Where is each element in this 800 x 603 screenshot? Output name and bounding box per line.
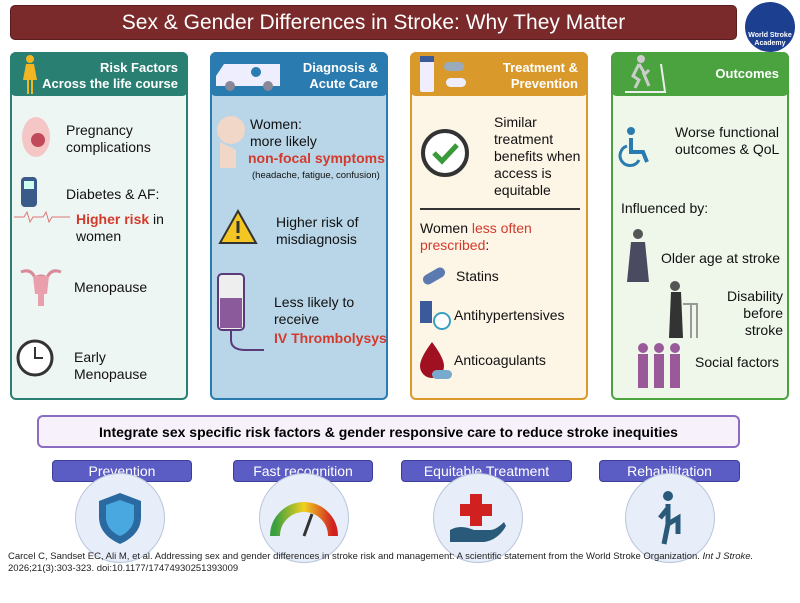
gauge-icon — [270, 502, 338, 537]
diagnosis-panel: Diagnosis & Acute Care Women: more likel… — [210, 52, 388, 400]
social-factors-text: Social factors — [695, 354, 780, 370]
risk-pregnancy: Pregnancy complications — [66, 122, 151, 155]
anticoagulants-text: Anticoagulants — [454, 352, 546, 368]
header-line: Across the life course — [42, 76, 178, 91]
group-of-people-icon — [638, 343, 680, 388]
hand-cross-icon — [450, 494, 506, 542]
panel-header: Diagnosis & Acute Care — [210, 52, 388, 96]
worse-outcomes-text: Worse functional outcomes & QoL — [675, 124, 780, 157]
citation-text: Carcel C, Sandset EC, Ali M, et al. Addr… — [8, 551, 700, 562]
pregnancy-icon — [22, 117, 50, 157]
risk-text: in women — [76, 211, 164, 244]
person-exercise-icon — [658, 491, 681, 545]
risk-diabetes-af: Diabetes & AF: — [66, 186, 160, 202]
pills-icon — [420, 56, 466, 92]
panel-header: Risk Factors Across the life course — [10, 52, 188, 96]
checkmark-icon — [421, 129, 469, 177]
colon: : — [485, 237, 490, 253]
citation-ref: 2026;21(3):303-323. doi:10.1177/17474930… — [8, 563, 239, 574]
glucose-meter-icon — [21, 177, 37, 207]
risk-menopause: Menopause — [74, 279, 148, 295]
treatment-panel: Treatment & Prevention Similar treatment… — [410, 52, 588, 400]
warning-icon — [218, 209, 258, 244]
logo-text: Academy — [754, 40, 786, 47]
panel-header: Outcomes — [611, 52, 789, 96]
symptoms-examples: (headache, fatigue, confusion) — [252, 170, 380, 181]
pillar-fast-recognition: Fast recognition — [233, 460, 373, 482]
equitable-treatment-circle — [433, 473, 523, 563]
header-line: Prevention — [510, 76, 578, 91]
walker-icon — [669, 281, 698, 338]
antihypertensives-text: Antihypertensives — [454, 307, 565, 323]
world-stroke-academy-logo: World Stroke Academy — [745, 2, 795, 52]
disability-text: Disability before stroke — [726, 288, 783, 338]
ecg-icon — [14, 211, 70, 223]
logo-text: World Stroke — [748, 32, 792, 39]
panel-header: Treatment & Prevention — [410, 52, 588, 96]
clock-icon — [16, 339, 54, 377]
citation: Carcel C, Sandset EC, Ali M, et al. Addr… — [8, 551, 798, 575]
rehabilitation-circle — [625, 473, 715, 563]
higher-risk-text: Higher risk — [76, 211, 150, 227]
risk-early-menopause: Early Menopause — [74, 349, 148, 382]
similar-benefits-text: Similar treatment benefits when access i… — [494, 114, 581, 198]
iv-thrombolysis-text: IV Thrombolysys — [274, 330, 387, 346]
uterus-icon — [20, 269, 62, 306]
women-label: Women — [420, 220, 468, 236]
page-title: Sex & Gender Differences in Stroke: Why … — [10, 5, 737, 40]
shield-icon — [99, 493, 141, 544]
prevention-circle — [75, 473, 165, 563]
less-likely-text: Less likely to receive — [274, 294, 355, 327]
pillar-rehabilitation: Rehabilitation — [599, 460, 740, 482]
head-icon — [217, 116, 245, 168]
misdiagnosis-text: Higher risk of misdiagnosis — [276, 214, 359, 247]
header-line: Risk Factors — [99, 60, 178, 75]
more-likely-text: more likely — [250, 133, 317, 149]
older-woman-icon — [627, 229, 649, 282]
treadmill-icon — [625, 55, 667, 93]
citation-journal: Int J Stroke. — [702, 551, 754, 562]
ambulance-icon — [216, 64, 280, 91]
header-line: Treatment & — [502, 60, 578, 75]
wheelchair-icon — [618, 127, 649, 168]
blood-pressure-icon — [420, 301, 451, 330]
less-often-prescribed-text: less often prescribed — [420, 220, 532, 253]
fast-recognition-circle — [259, 473, 349, 563]
header-line: Acute Care — [309, 76, 378, 91]
outcomes-panel: Outcomes Worse functional outcomes & QoL… — [611, 52, 789, 400]
header-line: Outcomes — [715, 66, 779, 81]
statins-text: Statins — [456, 268, 499, 284]
women-label: Women: — [250, 116, 302, 132]
capsule-icon — [422, 267, 446, 285]
iv-bag-icon — [217, 273, 264, 351]
blood-drop-icon — [420, 342, 452, 379]
non-focal-symptoms-text: non-focal symptoms — [248, 150, 385, 166]
influenced-by-label: Influenced by: — [621, 200, 709, 216]
woman-icon — [23, 55, 37, 94]
divider — [420, 208, 580, 210]
risk-factors-panel: Risk Factors Across the life course Preg… — [10, 52, 188, 400]
pillar-equitable-treatment: Equitable Treatment — [401, 460, 572, 482]
call-to-action-banner: Integrate sex specific risk factors & ge… — [37, 415, 740, 448]
header-line: Diagnosis & — [302, 60, 378, 75]
older-age-text: Older age at stroke — [661, 250, 781, 266]
